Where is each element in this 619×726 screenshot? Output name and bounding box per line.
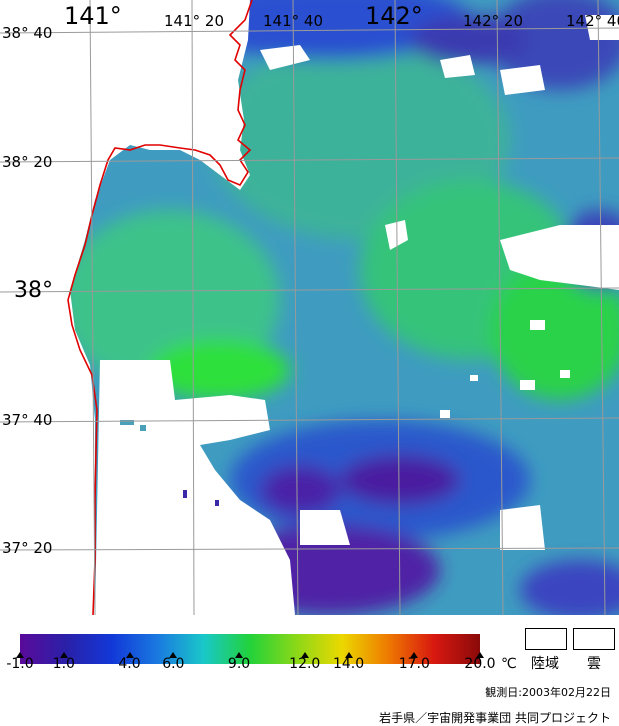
colorbar-tick-label: -1.0	[6, 656, 34, 672]
colorbar-tick-label: 4.0	[118, 656, 141, 672]
land-mass	[0, 0, 295, 615]
longitude-label: 142° 40	[566, 12, 619, 30]
latitude-label: 38° 20	[2, 153, 53, 171]
colorbar-tick-mark	[125, 652, 134, 658]
cloud-key-label: 雲	[587, 656, 601, 672]
temperature-unit: ℃	[501, 656, 517, 672]
colorbar-tick-mark	[59, 652, 68, 658]
observation-date: 観測日:2003年02月22日	[485, 686, 611, 699]
land-key-label: 陸域	[531, 656, 559, 672]
colorbar-tick-mark	[16, 652, 24, 658]
latitude-label: 38° 40	[2, 24, 53, 42]
longitude-label: 141°	[64, 2, 122, 30]
latitude-label: 38°	[14, 278, 53, 303]
credit-text: 岩手県／宇宙開発事業団 共同プロジェクト	[379, 711, 611, 725]
temperature-colorbar	[20, 634, 480, 664]
longitude-label: 142° 20	[463, 12, 523, 30]
latitude-label: 37° 20	[2, 539, 53, 557]
longitude-label: 142°	[365, 2, 423, 30]
sea-surface-temperature-map: 141° 141° 20 141° 40 142° 142° 20 142° 4…	[0, 0, 619, 615]
latitude-label: 37° 40	[2, 411, 53, 429]
colorbar-tick-label: 17.0	[398, 656, 430, 672]
longitude-label: 141° 40	[263, 12, 323, 30]
colorbar-tick-label: 12.0	[289, 656, 321, 672]
cloud-key-swatch	[573, 628, 615, 650]
map-canvas	[0, 0, 619, 615]
land-key-swatch	[525, 628, 567, 650]
colorbar-tick-mark	[235, 652, 244, 658]
colorbar-tick-mark	[410, 652, 419, 658]
colorbar-tick-label: 1.0	[52, 656, 75, 672]
colorbar-tick-mark	[344, 652, 353, 658]
colorbar-tick-label: 14.0	[332, 656, 365, 672]
colorbar-tick-mark	[476, 652, 484, 658]
legend: ℃ 陸域 雲 観測日:2003年02月22日 岩手県／宇宙開発事業団 共同プロジ…	[0, 615, 619, 725]
coastline	[67, 0, 253, 615]
colorbar-tick-label: 20.0	[464, 656, 496, 672]
colorbar-tick-mark	[300, 652, 309, 658]
colorbar-tick-label: 6.0	[162, 656, 185, 672]
cloud-patches	[120, 15, 619, 550]
colorbar-tick-mark	[169, 652, 178, 658]
graticule	[0, 0, 619, 615]
longitude-label: 141° 20	[164, 12, 224, 30]
colorbar-tick-label: 9.0	[227, 656, 251, 672]
